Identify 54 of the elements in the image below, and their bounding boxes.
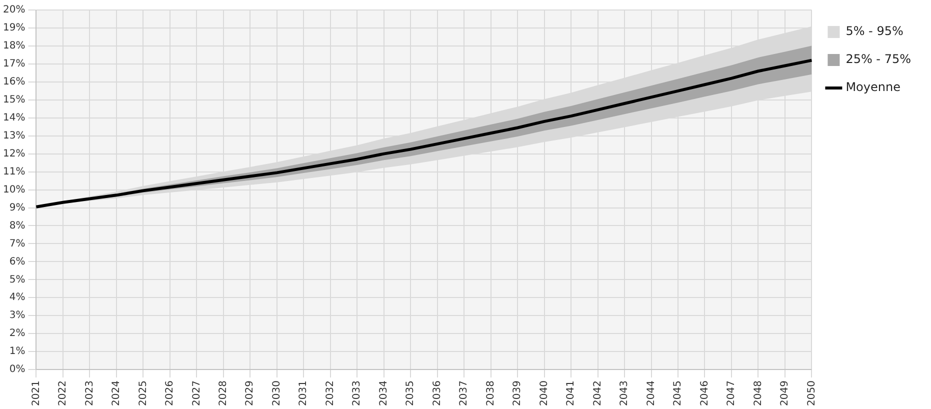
x-tick-label: 2039	[512, 380, 524, 406]
y-tick-label: 2%	[9, 328, 26, 340]
x-tick-label: 2043	[619, 380, 630, 406]
y-tick-label: 0%	[9, 364, 26, 376]
x-tick-label: 2032	[324, 380, 336, 406]
y-tick-label: 16%	[2, 76, 26, 88]
x-tick-label: 2027	[191, 380, 202, 406]
x-tick-label: 2031	[298, 380, 310, 406]
x-tick-label: 2048	[752, 380, 764, 406]
y-tick-label: 3%	[9, 310, 26, 322]
y-tick-label: 6%	[9, 256, 26, 268]
x-tick-label: 2033	[352, 380, 363, 406]
x-tick-label: 2024	[111, 380, 122, 406]
y-tick-label: 4%	[9, 292, 26, 304]
y-tick-label: 10%	[2, 184, 26, 196]
y-tick-label: 19%	[2, 22, 26, 34]
x-tick-label: 2025	[138, 380, 149, 406]
x-tick-label: 2035	[405, 380, 416, 406]
x-tick-label: 2050	[806, 380, 818, 406]
x-tick-label: 2029	[244, 380, 256, 406]
x-tick-label: 2028	[218, 380, 230, 406]
y-tick-label: 9%	[9, 202, 26, 214]
x-tick-label: 2038	[485, 380, 496, 406]
y-tick-label: 20%	[2, 4, 26, 16]
x-tick-label: 2047	[726, 380, 738, 406]
x-tick-label: 2040	[538, 380, 550, 406]
x-tick-label: 2023	[84, 380, 96, 406]
x-tick-label: 2034	[378, 380, 390, 406]
y-tick-label: 14%	[2, 112, 26, 124]
x-tick-label: 2026	[164, 380, 176, 406]
x-tick-label: 2046	[699, 380, 710, 406]
x-tick-label: 2022	[58, 380, 69, 406]
x-tick-label: 2045	[672, 380, 684, 406]
y-tick-label: 13%	[2, 130, 26, 142]
x-tick-label: 2021	[30, 380, 42, 406]
y-tick-label: 15%	[2, 94, 26, 106]
legend-label: 5% - 95%	[846, 24, 904, 38]
y-tick-label: 5%	[9, 274, 26, 286]
x-tick-label: 2044	[646, 380, 657, 406]
x-tick-label: 2037	[458, 380, 470, 406]
legend-label: 25% - 75%	[846, 52, 912, 66]
y-tick-label: 8%	[9, 220, 26, 232]
x-tick-label: 2036	[432, 380, 443, 406]
y-tick-label: 11%	[2, 166, 26, 178]
x-tick-label: 2041	[566, 380, 577, 406]
y-tick-label: 18%	[2, 40, 26, 52]
x-tick-label: 2049	[780, 380, 791, 406]
y-tick-label: 12%	[2, 148, 26, 160]
x-tick-label: 2042	[592, 380, 604, 406]
y-tick-label: 1%	[9, 346, 26, 358]
y-tick-label: 17%	[2, 58, 26, 70]
legend-label: Moyenne	[846, 80, 900, 94]
x-tick-label: 2030	[271, 380, 282, 406]
y-tick-label: 7%	[9, 238, 26, 250]
